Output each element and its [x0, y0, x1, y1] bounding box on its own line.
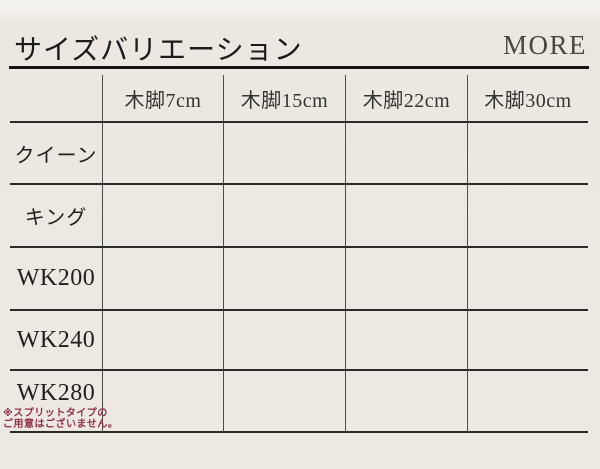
cell-king-30cm — [467, 185, 588, 248]
page-title: サイズバリエーション — [14, 35, 303, 66]
wk280-split-note-line1: ※スプリットタイプの — [3, 407, 108, 419]
cell-wk200-7cm — [102, 248, 223, 311]
cell-king-15cm — [223, 185, 345, 248]
cell-queen-22cm — [345, 123, 467, 185]
row-header-king: キング — [10, 185, 102, 248]
cell-wk280-7cm — [102, 371, 223, 433]
cell-wk200-30cm — [467, 248, 588, 311]
more-link[interactable]: MORE — [502, 30, 587, 60]
cell-wk240-7cm — [102, 311, 223, 371]
row-header-queen: クイーン — [10, 123, 102, 185]
cell-wk240-15cm — [223, 311, 345, 371]
cell-wk280-15cm — [223, 371, 345, 433]
title-underline — [9, 66, 589, 69]
cell-queen-30cm — [467, 123, 588, 185]
cell-wk240-30cm — [467, 311, 588, 371]
cell-king-7cm — [102, 185, 223, 248]
column-header-leg-22cm: 木脚22cm — [345, 75, 467, 123]
size-variation-table: 木脚7cm 木脚15cm 木脚22cm 木脚30cm クイーン キング WK20… — [3, 75, 588, 433]
table-corner-cell — [10, 75, 102, 123]
cell-wk200-22cm — [345, 248, 467, 311]
cell-king-22cm — [345, 185, 467, 248]
column-header-leg-15cm: 木脚15cm — [223, 75, 345, 123]
wk280-split-note-line2: ご用意はございません。 — [3, 418, 119, 430]
column-header-leg-7cm: 木脚7cm — [102, 75, 223, 123]
cell-queen-7cm — [102, 123, 223, 185]
wk280-split-note: ※スプリットタイプの ご用意はございません。 — [3, 408, 118, 430]
cell-queen-15cm — [223, 123, 345, 185]
column-header-leg-30cm: 木脚30cm — [467, 75, 588, 123]
cell-wk280-22cm — [345, 371, 467, 433]
row-header-wk240: WK240 — [10, 311, 102, 371]
cell-wk240-22cm — [345, 311, 467, 371]
cell-wk280-30cm — [467, 371, 588, 433]
row-header-wk200: WK200 — [10, 248, 102, 311]
row-header-wk280: WK280 ※スプリットタイプの ご用意はございません。 — [3, 371, 118, 433]
row-header-wk280-label: WK280 — [16, 379, 96, 406]
cell-wk200-15cm — [223, 248, 345, 311]
